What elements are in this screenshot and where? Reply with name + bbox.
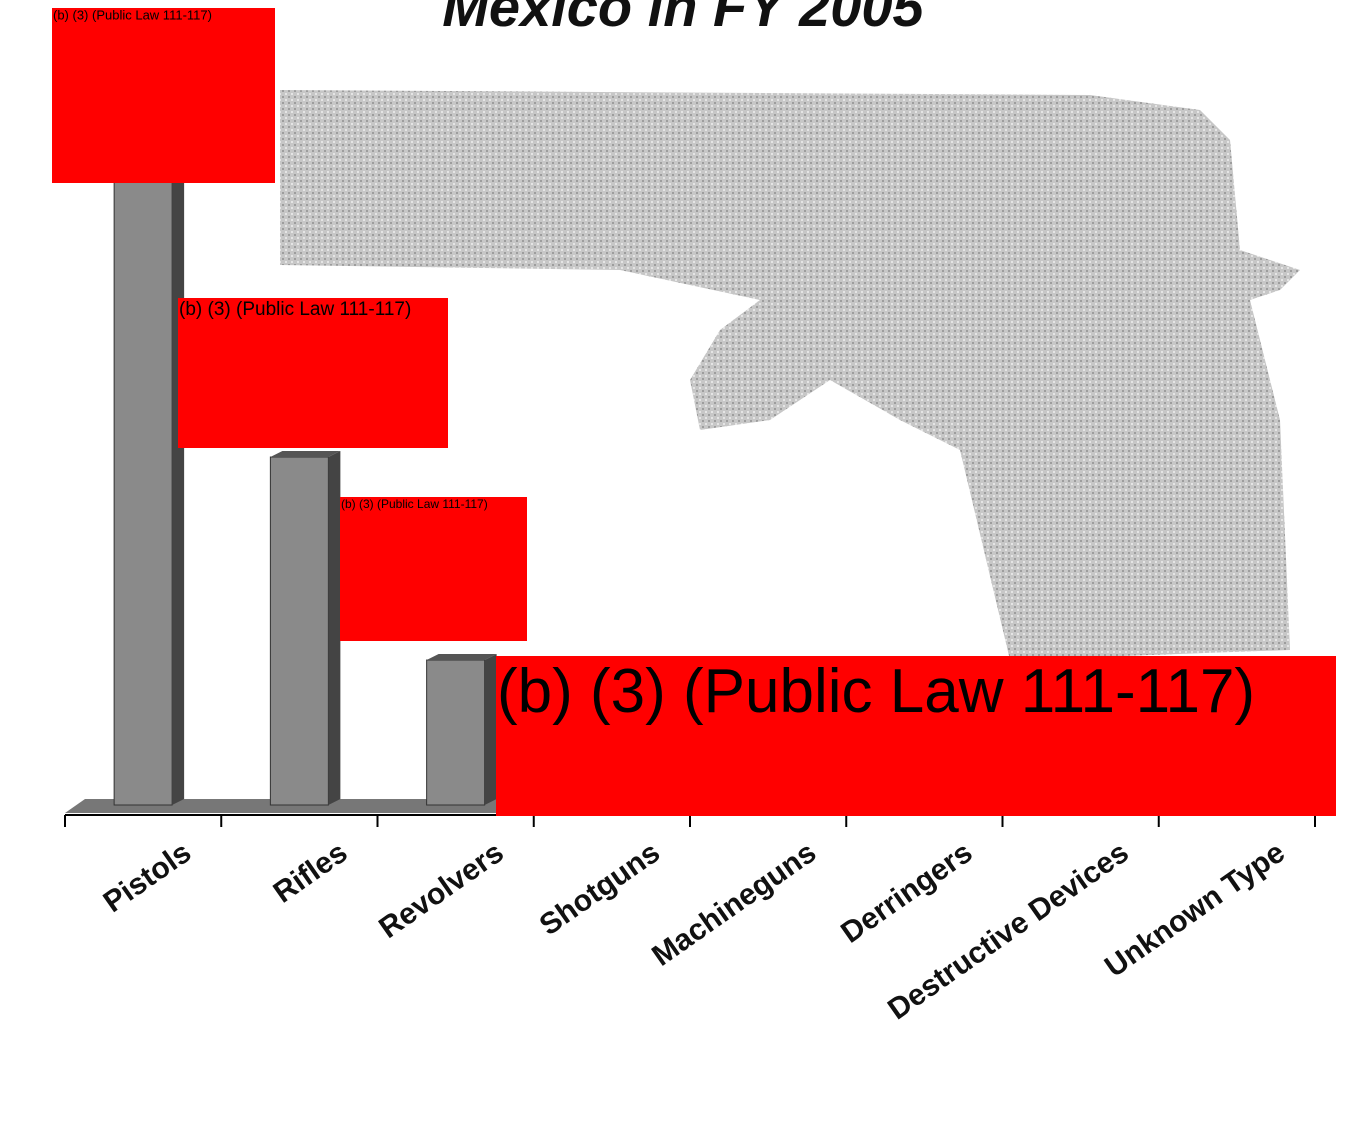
bar-side	[172, 144, 185, 805]
redaction-label: (b) (3) (Public Law 111-117)	[497, 657, 1255, 726]
bar-top	[426, 654, 497, 660]
x-tick-label: Machineguns	[646, 836, 822, 973]
redaction-box	[52, 8, 275, 183]
bar	[426, 659, 486, 806]
x-tick-label: Pistols	[98, 836, 198, 919]
bar-side	[484, 654, 497, 805]
x-tick-label: Rifles	[268, 836, 354, 910]
redaction-box	[178, 298, 448, 448]
bar-side	[328, 451, 341, 805]
redaction-box	[340, 497, 527, 641]
redaction-label: (b) (3) (Public Law 111-117)	[179, 299, 411, 320]
redaction-box	[496, 656, 1336, 816]
bar-top	[270, 451, 341, 457]
x-tick-label: Revolvers	[373, 836, 509, 945]
x-tick-label: Shotguns	[534, 836, 666, 942]
chart-title: Mexico in FY 2005	[442, 0, 924, 38]
redaction-label: (b) (3) (Public Law 111-117)	[53, 8, 212, 23]
bar	[113, 149, 173, 806]
gun-image	[280, 90, 1300, 660]
redaction-label: (b) (3) (Public Law 111-117)	[341, 497, 488, 511]
x-tick-label: Derringers	[835, 836, 978, 950]
bar	[269, 456, 329, 806]
